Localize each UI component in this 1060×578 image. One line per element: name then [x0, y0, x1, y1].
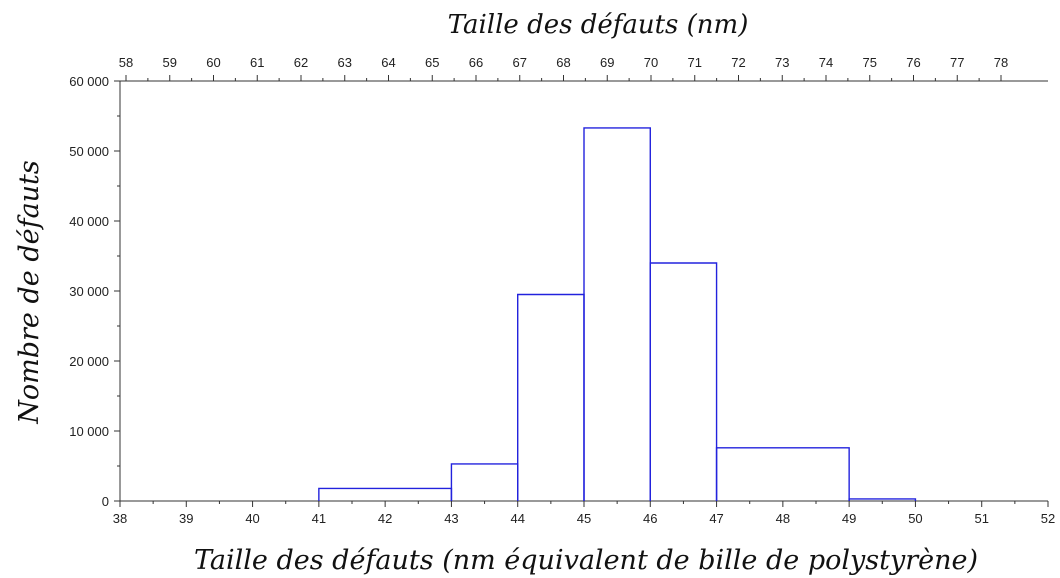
top-tick-label: 72 [731, 55, 745, 70]
top-tick-label: 69 [600, 55, 614, 70]
y-axis-title: Nombre de défauts [14, 160, 45, 425]
x-tick-label: 48 [776, 511, 790, 526]
y-tick-label: 30 000 [69, 284, 109, 299]
top-tick-label: 77 [950, 55, 964, 70]
x-tick-label: 43 [444, 511, 458, 526]
top-tick-label: 70 [644, 55, 658, 70]
x-tick-label: 52 [1041, 511, 1055, 526]
x-tick-label: 44 [510, 511, 524, 526]
top-tick-label: 66 [469, 55, 483, 70]
top-tick-label: 64 [381, 55, 395, 70]
histogram-bin [715, 447, 850, 501]
x-tick-label: 45 [577, 511, 591, 526]
x-tick-label: 47 [709, 511, 723, 526]
top-tick-label: 61 [250, 55, 264, 70]
histogram-series [318, 127, 917, 501]
top-tick-label: 68 [556, 55, 570, 70]
x-tick-label: 40 [245, 511, 259, 526]
histogram-bin [318, 487, 453, 501]
top-tick-label: 58 [119, 55, 133, 70]
top-tick-label: 65 [425, 55, 439, 70]
histogram-bin [583, 127, 651, 501]
x-tick-label: 41 [312, 511, 326, 526]
y-tick-label: 10 000 [69, 424, 109, 439]
top-tick-label: 62 [294, 55, 308, 70]
top-axis-ticks: 58 59 60 61 62 63 64 65 66 67 68 69 70 71 72 73 74 75 76 77… [119, 55, 1008, 81]
y-axis-ticks: 0 10 000 20 000 30 000 40 000 50 000 60 000 [69, 74, 120, 509]
top-tick-label: 74 [819, 55, 833, 70]
y-tick-label: 50 000 [69, 144, 109, 159]
top-tick-label: 67 [513, 55, 527, 70]
top-axis-title: Taille des défauts (nm) [448, 10, 749, 40]
x-axis-title: Taille des défauts (nm équivalent de bil… [194, 545, 978, 576]
top-tick-label: 78 [994, 55, 1008, 70]
histogram-bin [848, 498, 917, 501]
top-tick-label: 75 [863, 55, 877, 70]
x-tick-label: 46 [643, 511, 657, 526]
top-tick-label: 63 [338, 55, 352, 70]
histogram-bin [517, 293, 585, 501]
top-tick-label: 59 [163, 55, 177, 70]
top-tick-label: 73 [775, 55, 789, 70]
x-tick-label: 42 [378, 511, 392, 526]
top-tick-label: 76 [906, 55, 920, 70]
x-axis-ticks: 38 39 40 41 42 43 44 45 46 47 48 49 50 51 52 [113, 501, 1055, 526]
x-tick-label: 51 [974, 511, 988, 526]
histogram-bin [649, 262, 718, 501]
y-tick-label: 20 000 [69, 354, 109, 369]
x-tick-label: 50 [908, 511, 922, 526]
top-tick-label: 71 [688, 55, 702, 70]
top-tick-label: 60 [206, 55, 220, 70]
y-tick-label: 40 000 [69, 214, 109, 229]
y-tick-label: 60 000 [69, 74, 109, 89]
x-tick-label: 38 [113, 511, 127, 526]
y-tick-label: 0 [102, 494, 109, 509]
histogram-bin [450, 463, 519, 501]
x-tick-label: 39 [179, 511, 193, 526]
x-tick-label: 49 [842, 511, 856, 526]
